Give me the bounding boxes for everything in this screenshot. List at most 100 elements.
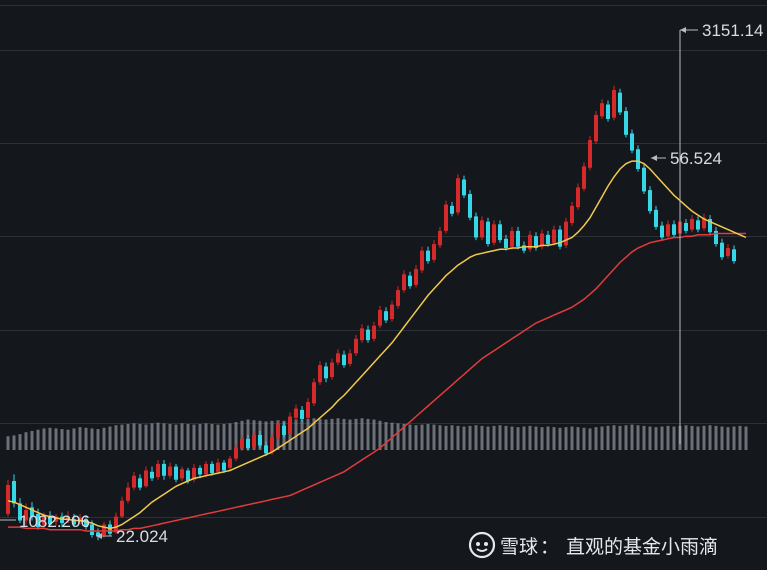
- candle-up: [402, 270, 406, 293]
- volume-bar: [72, 428, 76, 450]
- candle-body: [576, 187, 580, 208]
- candle-down: [174, 463, 178, 483]
- candle-up: [276, 420, 280, 441]
- volume-bar: [738, 425, 742, 450]
- candle-body: [216, 462, 220, 472]
- volume-bar: [474, 425, 478, 450]
- volume-bar: [180, 423, 184, 450]
- candle-body: [480, 220, 484, 238]
- volume-bar: [408, 424, 412, 450]
- candle-body: [264, 445, 268, 454]
- candle-body: [696, 220, 700, 230]
- candle-up: [120, 496, 124, 518]
- candle-down: [384, 307, 388, 324]
- candle-down: [300, 405, 304, 422]
- volume-bar: [336, 418, 340, 450]
- volume-bar: [516, 427, 520, 450]
- volume-bar: [324, 419, 328, 450]
- volume-bar: [36, 429, 40, 450]
- candle-up: [480, 216, 484, 241]
- volume-bar: [702, 425, 706, 450]
- candle-body: [570, 205, 574, 223]
- candle-body: [54, 516, 58, 522]
- volume-bar: [642, 425, 646, 450]
- candle-body: [732, 249, 736, 262]
- volume-bar: [594, 427, 598, 450]
- volume-bar: [456, 425, 460, 450]
- volume-bar: [156, 422, 160, 450]
- volume-bar: [318, 418, 322, 450]
- volume-bar: [372, 419, 376, 450]
- candle-down: [468, 190, 472, 221]
- candle-body: [414, 269, 418, 285]
- volume-bar: [666, 425, 670, 450]
- volume-bar: [564, 427, 568, 450]
- volume-bar: [450, 425, 454, 450]
- candle-up: [168, 462, 172, 479]
- candle-body: [648, 190, 652, 212]
- candle-down: [462, 175, 466, 198]
- volume-bar: [78, 427, 82, 450]
- candle-body: [462, 179, 466, 196]
- candle-down: [474, 212, 478, 241]
- candle-down: [210, 461, 214, 476]
- candle-up: [330, 358, 334, 380]
- candle-down: [720, 238, 724, 260]
- candle-body: [564, 221, 568, 246]
- candle-body: [486, 221, 490, 245]
- candle-body: [90, 524, 94, 535]
- ma-long-line: [8, 232, 746, 532]
- volume-bar: [54, 428, 58, 450]
- candle-up: [564, 217, 568, 248]
- candle-up: [594, 111, 598, 144]
- candle-body: [96, 532, 100, 537]
- volume-bar: [162, 423, 166, 450]
- candle-body: [450, 205, 454, 214]
- candle-down: [162, 459, 166, 480]
- volume-bar: [396, 423, 400, 450]
- candle-up: [600, 99, 604, 119]
- volume-bar: [720, 426, 724, 450]
- candle-body: [588, 140, 592, 168]
- volume-bar: [384, 422, 388, 450]
- volume-bar: [174, 424, 178, 450]
- volume-bar: [138, 423, 142, 450]
- candle-body: [84, 519, 88, 528]
- candle-body: [582, 166, 586, 189]
- volume-bar: [12, 435, 16, 450]
- volume-bar: [42, 428, 46, 450]
- volume-bar: [414, 425, 418, 450]
- candle-body: [198, 467, 202, 475]
- candle-body: [18, 503, 22, 521]
- candle-body: [318, 365, 322, 383]
- candle-up: [240, 434, 244, 451]
- candle-up: [132, 471, 136, 491]
- volume-bar: [48, 427, 52, 450]
- volume-bar: [660, 426, 664, 450]
- candle-body: [636, 149, 640, 170]
- candle-body: [528, 234, 532, 250]
- candle-body: [540, 233, 544, 247]
- candle-down: [558, 225, 562, 250]
- candle-up: [228, 456, 232, 471]
- candle-body: [126, 487, 130, 501]
- candle-up: [126, 482, 130, 504]
- candle-down: [708, 215, 712, 235]
- candle-body: [516, 230, 520, 247]
- candle-down: [408, 271, 412, 289]
- volume-bar: [714, 425, 718, 450]
- candle-up: [528, 230, 532, 252]
- candle-body: [114, 516, 118, 533]
- volume-bar: [18, 434, 22, 450]
- candle-body: [666, 224, 670, 237]
- volume-bar: [210, 423, 214, 450]
- candle-up: [354, 334, 358, 356]
- candle-up: [102, 521, 106, 538]
- candle-body: [438, 230, 442, 246]
- candle-body: [372, 325, 376, 339]
- candle-up: [432, 240, 436, 263]
- candle-up: [270, 433, 274, 455]
- candle-body: [102, 524, 106, 535]
